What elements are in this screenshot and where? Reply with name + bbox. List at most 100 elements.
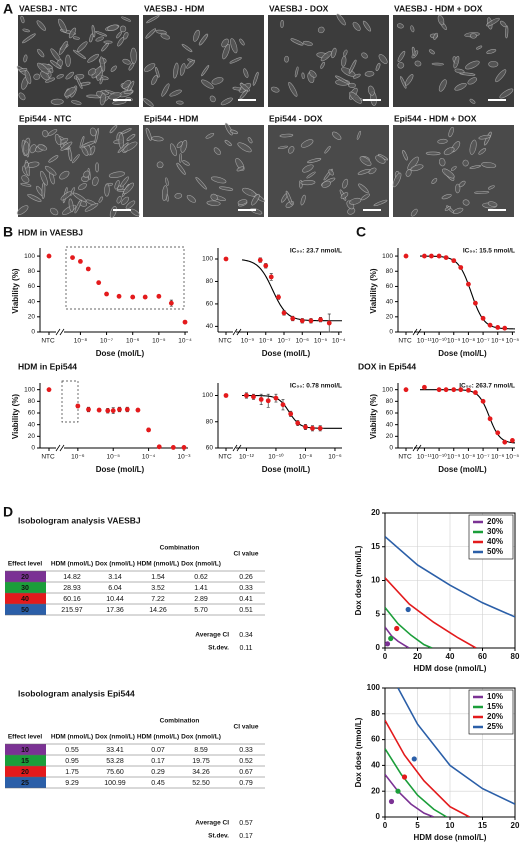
x-tick-label: 20 [511, 821, 520, 830]
cell [352, 21, 361, 31]
axis-break [59, 328, 65, 336]
y-axis-label: Viability (%) [369, 268, 378, 314]
data-point [142, 294, 148, 300]
data-point [288, 411, 294, 417]
cell [82, 140, 96, 147]
cell [126, 134, 136, 141]
data-point [268, 274, 274, 280]
cell [24, 70, 32, 85]
y-axis-label: Viability (%) [11, 268, 20, 314]
cell [173, 62, 179, 79]
cell [335, 75, 349, 84]
cell [91, 24, 96, 38]
cell [121, 16, 131, 22]
data-point [130, 294, 136, 300]
y-tick-label: 10 [371, 576, 380, 585]
cell [425, 151, 441, 156]
cell [320, 51, 332, 62]
ntc-point [223, 256, 229, 262]
x-tick-label: 10⁻⁹ [241, 338, 255, 345]
ntc-point [46, 253, 52, 259]
table-cell: 19.75 [192, 758, 210, 765]
cell [27, 193, 42, 202]
table-cell: 0.67 [239, 769, 253, 776]
x-tick-label: NTC [41, 338, 55, 345]
table-cell: 17.36 [106, 607, 124, 614]
cell [367, 85, 375, 96]
cell [288, 146, 295, 154]
x-tick-label: 10⁻⁶ [491, 454, 505, 461]
x-tick-label: 10⁻⁴ [178, 338, 192, 345]
table-cell: 9.29 [65, 780, 79, 787]
cell [117, 37, 125, 47]
x-tick-label: 0 [383, 652, 388, 661]
data-point [458, 387, 464, 393]
x-tick-label: 10⁻⁵ [506, 454, 520, 461]
cell [478, 134, 492, 140]
cell [151, 75, 158, 86]
cell [431, 178, 438, 185]
cell [237, 199, 248, 205]
cell [120, 176, 129, 188]
y-tick-label: 80 [371, 709, 380, 718]
cell [437, 14, 445, 26]
cell [160, 33, 170, 40]
y-tick-label: 100 [24, 386, 35, 393]
fit-curve [241, 259, 342, 322]
cell [98, 196, 104, 203]
cell [56, 74, 64, 79]
x-tick-label: 10⁻⁸ [462, 338, 476, 345]
cell [179, 153, 182, 163]
x-tick-label: 10⁻⁸ [299, 454, 313, 461]
column-header: CI value [234, 551, 259, 558]
cell [209, 95, 216, 103]
axis-break [59, 444, 65, 452]
micrograph [142, 15, 264, 107]
cell [230, 38, 238, 54]
table-cell: 0.95 [65, 758, 79, 765]
cell [478, 148, 487, 155]
micrograph [16, 124, 140, 219]
cell [454, 82, 467, 91]
cell [301, 72, 305, 80]
cell [486, 48, 497, 54]
table-cell: 52.50 [192, 780, 210, 787]
cell [349, 197, 362, 205]
cell [279, 133, 294, 138]
isobole [385, 773, 435, 817]
x-tick-label: 10⁻¹⁰ [268, 453, 284, 461]
cell [218, 186, 234, 191]
cell [307, 158, 322, 164]
y-axis-label: Viability (%) [369, 394, 378, 440]
table-cell: 1.75 [65, 769, 79, 776]
x-tick-label: 0 [383, 821, 388, 830]
cell [210, 193, 218, 201]
ic50-annotation: IC₅₀: 263.7 nmol/L [459, 383, 515, 390]
cell [469, 139, 477, 155]
y-tick-label: 100 [382, 253, 393, 260]
data-point [308, 318, 314, 324]
data-point [110, 408, 116, 414]
x-tick-label: 10⁻⁷ [477, 338, 491, 345]
cell [397, 62, 405, 69]
cell [182, 160, 190, 166]
x-tick-label: 10⁻⁷ [100, 338, 114, 345]
cell [428, 49, 435, 55]
cell [349, 91, 362, 104]
chart-title: HDM in Epi544 [18, 361, 77, 371]
table-cell: 2.89 [194, 596, 208, 603]
data-point [495, 325, 501, 330]
cell [83, 170, 90, 178]
data-point [170, 445, 176, 450]
cell [20, 15, 25, 24]
cell [396, 23, 404, 29]
table-cell: 10 [21, 747, 29, 754]
y-tick-label: 100 [202, 256, 213, 263]
cell [239, 83, 250, 92]
cell [437, 138, 448, 144]
data-point [263, 263, 269, 269]
effect-level-cell [5, 755, 46, 766]
cell [121, 128, 132, 134]
x-axis-label: Dose (mol/L) [96, 349, 145, 358]
cell [201, 64, 210, 77]
